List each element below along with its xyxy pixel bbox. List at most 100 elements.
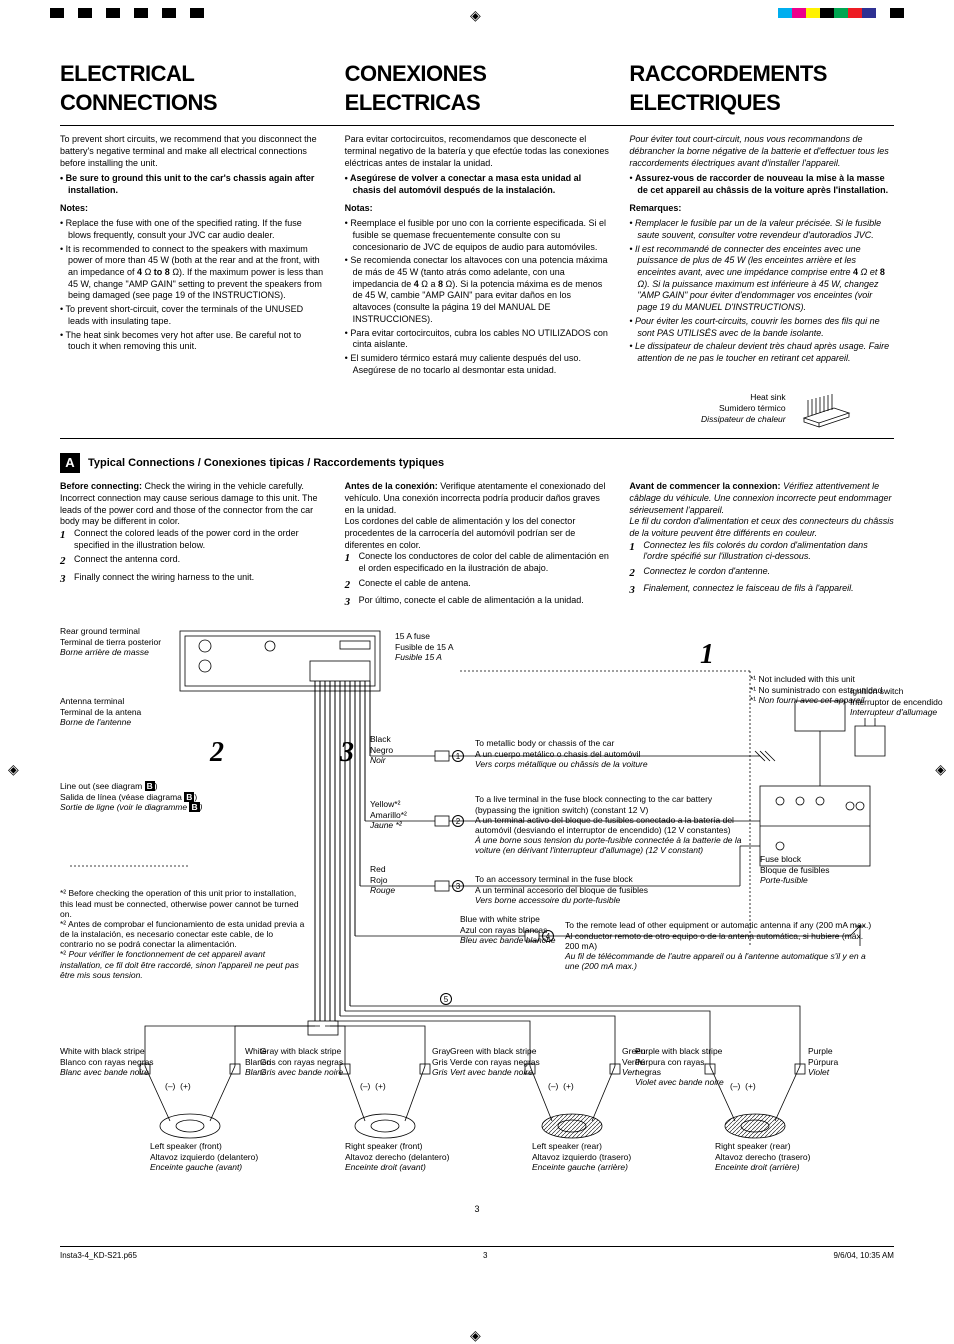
connect-fr-s3: Finalement, connectez le faisceau de fil…	[643, 583, 894, 597]
intro-fr: Pour éviter tout court-circuit, nous vou…	[629, 134, 894, 378]
lineout-es: Salida de línea (véase diagrama B)	[60, 792, 197, 802]
note-en-2: To prevent short-circuit, cover the term…	[60, 304, 325, 327]
sp-wbs-en: White with black stripe	[60, 1046, 145, 1056]
footer: Insta3-4_KD-S21.p65 3 9/6/04, 10:35 AM	[60, 1247, 894, 1265]
circ-3: 3	[452, 880, 464, 892]
n2-fr: Pour vérifier le fonctionnement de cet a…	[60, 949, 299, 979]
intro-columns: To prevent short circuits, we recommend …	[60, 134, 894, 378]
circ-1: 1	[452, 750, 464, 762]
connect-fr: Avant de commencer la connexion: Vérifie…	[629, 481, 894, 612]
red-es: Rojo	[370, 875, 387, 885]
w1-en: To metallic body or chassis of the car	[475, 738, 614, 748]
connect-en-s1: Connect the colored leads of the power c…	[74, 528, 325, 551]
antenna-es: Terminal de la antena	[60, 707, 141, 717]
connect-es-s1: Conecte los conductores de color del cab…	[359, 551, 610, 574]
intro-fr-p1: Pour éviter tout court-circuit, nous vou…	[629, 134, 894, 169]
note-en-3: The heat sink becomes very hot after use…	[60, 330, 325, 353]
rule-a-top	[60, 438, 894, 439]
note-es-3: El sumidero térmico estará muy caliente …	[345, 353, 610, 376]
connect-en-leadb: Before connecting:	[60, 481, 142, 491]
reg-mark-bottom: ◈	[470, 1326, 481, 1344]
w1-es: A un cuerpo metálico o chasis del automó…	[475, 749, 640, 759]
sp-wbs-fr: Blanc avec bande noire	[60, 1067, 149, 1077]
ign-es: Interruptor de encendido	[850, 697, 943, 707]
connect-en-s2: Connect the antenna cord.	[74, 554, 325, 568]
antenna-en: Antenna terminal	[60, 696, 124, 706]
heatsink-es: Sumidero térmico	[719, 403, 786, 413]
heading-en: ELECTRICAL CONNECTIONS	[60, 60, 325, 117]
wiring-diagram: Rear ground terminal Terminal de tierra …	[60, 626, 894, 1186]
black-es: Negro	[370, 745, 393, 755]
intro-en-b1: Be sure to ground this unit to the car's…	[60, 173, 325, 196]
pol-1m: (–)	[165, 1081, 175, 1091]
intro-en-p1: To prevent short circuits, we recommend …	[60, 134, 325, 169]
yellow-es: Amarillo*²	[370, 810, 407, 820]
fb-en: Fuse block	[760, 854, 801, 864]
note-fr-3: Le dissipateur de chaleur devient très c…	[629, 341, 894, 364]
red-en: Red	[370, 864, 386, 874]
w4-es: Al conductor remoto de otro equipo o de …	[565, 931, 863, 951]
n2-es: Antes de comprobar el funcionamiento de …	[60, 919, 304, 949]
note-fr-1: Il est recommandé de connecter des encei…	[629, 244, 894, 314]
ign-fr: Interrupteur d'allumage	[850, 707, 937, 717]
notes-fr-list: Remplacer le fusible par un de la valeur…	[629, 218, 894, 364]
circ-4: 4	[542, 930, 554, 942]
notes-es-title: Notas:	[345, 203, 610, 215]
connect-es-leadb: Antes de la conexión:	[345, 481, 438, 491]
connect-es-s3: Por último, conecte el cable de alimenta…	[359, 595, 610, 609]
intro-fr-b1: Assurez-vous de raccorder de nouveau la …	[635, 173, 888, 195]
sp-pbs-en: Purple with black stripe	[635, 1046, 722, 1056]
lineout-fr: Sortie de ligne (voir le diagramme B)	[60, 802, 202, 812]
reg-mark-left: ◈	[8, 760, 19, 778]
rear-ground-es: Terminal de tierra posterior	[60, 637, 161, 647]
color-bar-right	[778, 8, 904, 18]
bws-en: Blue with white stripe	[460, 914, 540, 924]
notes-en-title: Notes:	[60, 203, 325, 215]
fuse-fr: Fusible 15 A	[395, 652, 442, 662]
big-2: 2	[210, 736, 224, 770]
sp-rr-en: Right speaker (rear)	[715, 1141, 791, 1151]
reg-mark-top: ◈	[470, 6, 481, 24]
heatsink-fr: Dissipateur de chaleur	[701, 414, 786, 424]
note-es-0: Reemplace el fusible por uno con la corr…	[345, 218, 610, 253]
rear-ground-fr: Borne arrière de masse	[60, 647, 149, 657]
sp-gbs-en: Gray with black stripe	[260, 1046, 341, 1056]
notes-fr-title: Remarques:	[629, 203, 894, 215]
red-fr: Rouge	[370, 885, 395, 895]
rule-top	[60, 125, 894, 126]
fb-fr: Porte-fusible	[760, 875, 808, 885]
page-number: 3	[60, 1204, 894, 1216]
ni-star: *¹	[750, 674, 756, 684]
fb-es: Bloque de fusibles	[760, 865, 829, 875]
connect-fr-s2: Connectez le cordon d'antenne.	[643, 566, 894, 580]
sp-wbs-es: Blanco con rayas negras	[60, 1057, 154, 1067]
footer-mid: 3	[483, 1251, 487, 1261]
connect-en-s3: Finally connect the wiring harness to th…	[74, 572, 325, 586]
connect-fr-leadb: Avant de commencer la connexion:	[629, 481, 780, 491]
note-en-0: Replace the fuse with one of the specifi…	[60, 218, 325, 241]
sp-p-en: Purple	[808, 1046, 833, 1056]
heatsink-figure: Heat sink Sumidero térmico Dissipateur d…	[60, 388, 854, 428]
connect-fr-lead2: Le fil du cordon d'alimentation et ceux …	[629, 516, 894, 539]
big-3: 3	[340, 736, 354, 770]
big-1: 1	[700, 638, 714, 672]
intro-en: To prevent short circuits, we recommend …	[60, 134, 325, 378]
w2-fr: À une borne sous tension du porte-fusibl…	[475, 835, 742, 855]
section-a-badge: A	[60, 453, 80, 473]
section-a-header: A Typical Connections / Conexiones tipic…	[60, 453, 894, 473]
black-en: Black	[370, 734, 391, 744]
circ-2: 2	[452, 815, 464, 827]
headings-row: ELECTRICAL CONNECTIONS CONEXIONES ELECTR…	[60, 60, 894, 119]
note-es-2: Para evitar cortocircuitos, cubra los ca…	[345, 328, 610, 351]
ni-en: Not included with this unit	[759, 674, 855, 684]
black-fr: Noir	[370, 755, 386, 765]
heatsink-en: Heat sink	[750, 392, 785, 402]
w3-fr: Vers borne accessoire du porte-fusible	[475, 895, 620, 905]
section-a-title: Typical Connections / Conexiones tipicas…	[88, 456, 444, 470]
w4-en: To the remote lead of other equipment or…	[565, 920, 871, 930]
reg-mark-right: ◈	[935, 760, 946, 778]
fuse-es: Fusible de 15 A	[395, 642, 454, 652]
w2-es: A un terminal activo del bloque de fusib…	[475, 815, 734, 835]
color-bar-left	[50, 8, 204, 18]
footer-left: Insta3-4_KD-S21.p65	[60, 1251, 137, 1261]
